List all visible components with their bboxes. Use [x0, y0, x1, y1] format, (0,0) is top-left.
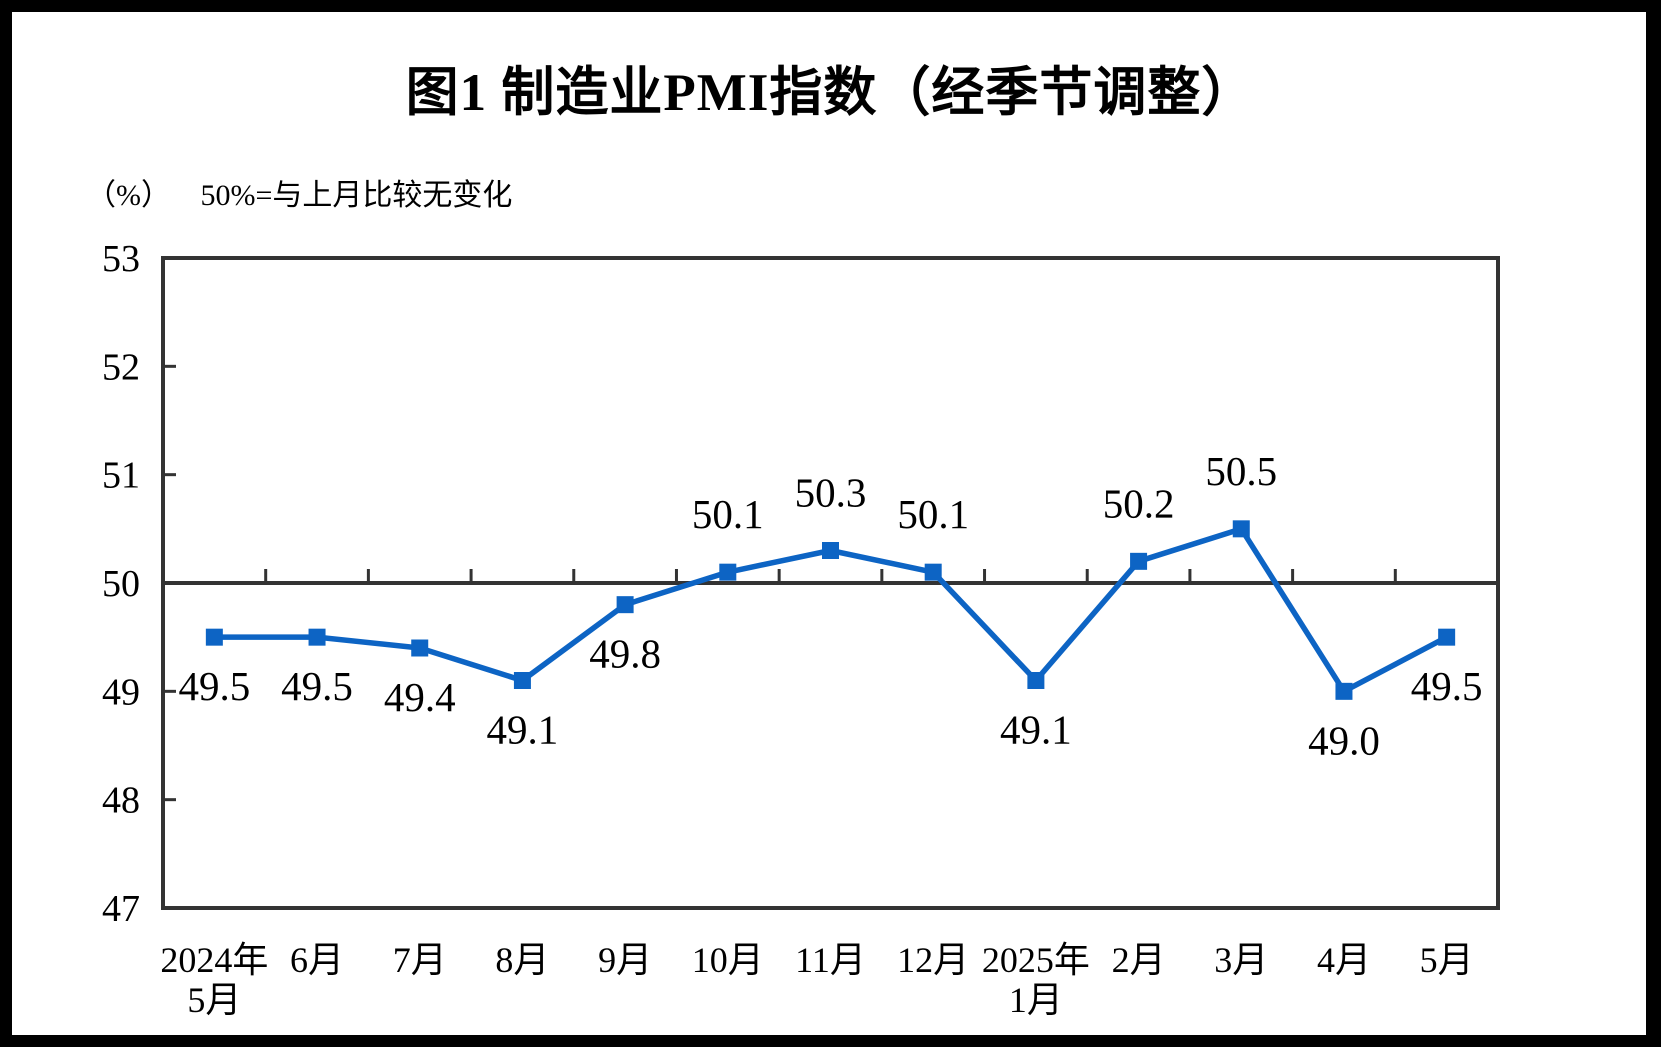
data-point-marker [411, 639, 429, 657]
data-point-marker [924, 563, 942, 581]
category-label: 5月 [1420, 940, 1474, 980]
y-axis-label: 52 [102, 346, 140, 388]
data-point-marker [1027, 672, 1045, 689]
y-axis-label: 49 [102, 671, 140, 713]
category-label: 6月 [290, 940, 344, 980]
category-label: 11月 [795, 940, 866, 980]
unit-label: （%） [86, 179, 171, 212]
data-point-marker [616, 596, 634, 614]
data-point-marker [308, 628, 326, 646]
data-point-label: 50.1 [897, 491, 969, 537]
data-point-label: 49.5 [178, 663, 250, 709]
data-point-label: 49.4 [384, 674, 456, 720]
data-point-marker [1335, 682, 1353, 700]
chart-canvas [12, 12, 1646, 1035]
chart-subtitle: （%） 50%=与上月比较无变化 [86, 170, 512, 214]
category-label: 12月 [897, 940, 969, 980]
data-point-label: 49.5 [281, 663, 353, 709]
data-point-label: 50.1 [692, 491, 764, 537]
category-label: 8月 [495, 940, 549, 980]
data-point-marker [719, 563, 737, 581]
data-point-marker [513, 672, 531, 689]
data-point-label: 49.8 [589, 631, 661, 677]
data-point-marker [822, 542, 839, 559]
y-axis-label: 53 [102, 238, 140, 280]
y-axis-label: 50 [102, 563, 140, 605]
reference-note: 50%=与上月比较无变化 [200, 179, 513, 212]
data-point-label: 49.5 [1411, 663, 1483, 709]
data-point-label: 50.2 [1103, 480, 1175, 526]
category-label: 4月 [1317, 940, 1371, 980]
chart-title: 图1 制造业PMI指数（经季节调整） [405, 64, 1256, 122]
data-point-marker [1232, 520, 1250, 538]
y-axis-label: 51 [102, 455, 140, 497]
data-point-marker [1130, 552, 1148, 570]
category-label: 5月 [187, 980, 241, 1020]
data-point-label: 49.1 [487, 707, 559, 753]
category-label: 2024年 [160, 940, 268, 980]
category-label: 2月 [1112, 940, 1166, 980]
y-axis-label: 47 [102, 888, 140, 930]
data-point-marker [205, 628, 223, 646]
data-point-label: 49.1 [1000, 707, 1072, 753]
y-axis-label: 48 [102, 780, 140, 822]
category-label: 1月 [1009, 980, 1063, 1020]
category-label: 9月 [598, 940, 652, 980]
category-label: 2025年 [982, 940, 1090, 980]
category-label: 10月 [692, 940, 764, 980]
data-point-label: 49.0 [1308, 717, 1380, 763]
data-point-marker [1438, 628, 1456, 646]
data-point-label: 50.3 [795, 470, 867, 516]
category-label: 7月 [393, 940, 447, 980]
data-point-label: 50.5 [1205, 448, 1277, 494]
category-label: 3月 [1214, 940, 1268, 980]
